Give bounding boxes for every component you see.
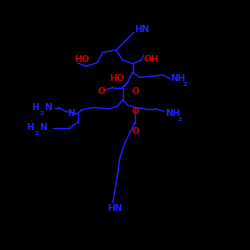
Text: OH: OH: [144, 56, 159, 64]
Text: HO: HO: [109, 74, 124, 83]
Text: O: O: [131, 87, 139, 96]
Text: 2: 2: [40, 111, 44, 116]
Text: HN: HN: [134, 26, 149, 35]
Text: H: H: [26, 123, 34, 132]
Text: HN: HN: [108, 204, 123, 213]
Text: NH: NH: [165, 109, 180, 118]
Text: O: O: [131, 127, 139, 136]
Text: H: H: [31, 103, 39, 112]
Text: O: O: [131, 107, 139, 116]
Text: 2: 2: [34, 131, 39, 136]
Text: N: N: [44, 103, 52, 112]
Text: N: N: [68, 109, 75, 118]
Text: NH: NH: [170, 74, 185, 83]
Text: O: O: [98, 87, 105, 96]
Text: N: N: [39, 123, 46, 132]
Text: 2: 2: [178, 117, 182, 122]
Text: 2: 2: [182, 82, 187, 87]
Text: HO: HO: [74, 56, 89, 64]
